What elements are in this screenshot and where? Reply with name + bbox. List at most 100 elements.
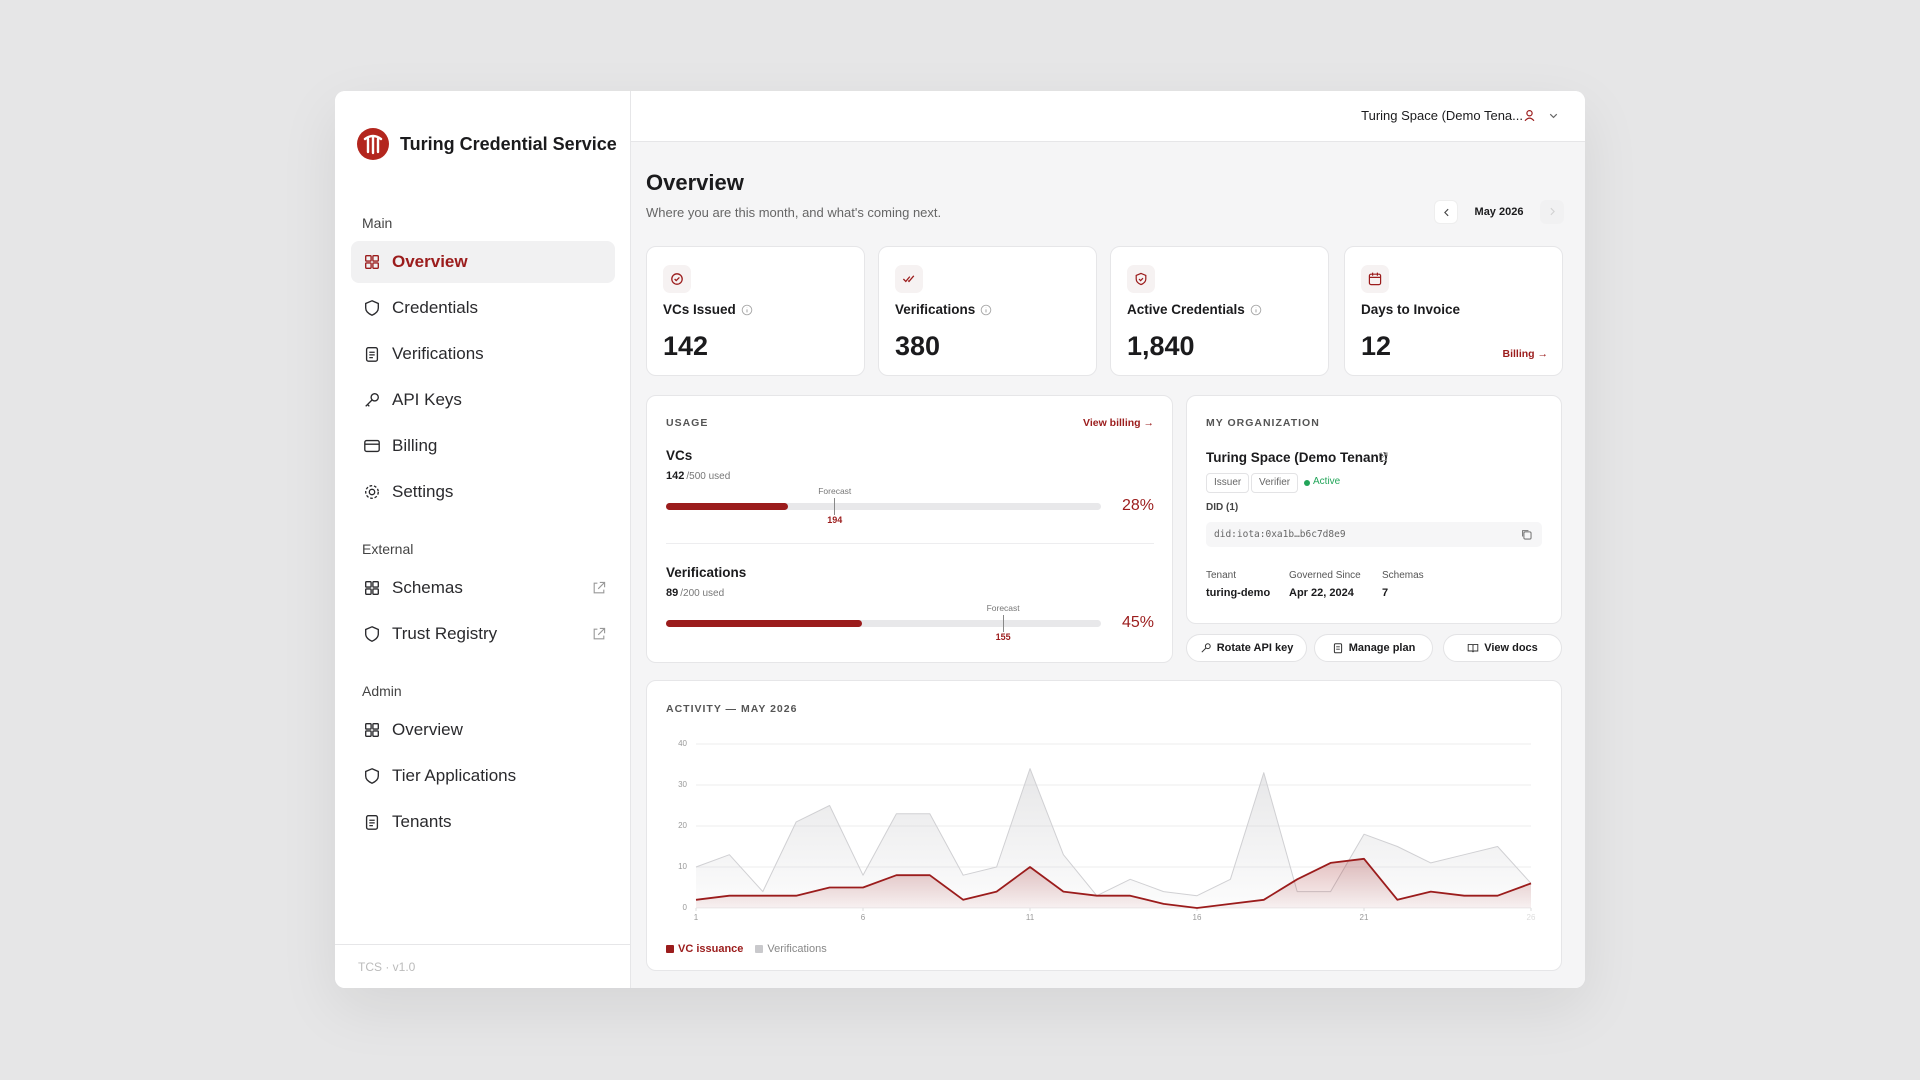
info-icon <box>981 304 992 316</box>
nav-item[interactable]: Tenants <box>351 801 615 843</box>
stat-link[interactable]: Billing → <box>1502 348 1549 360</box>
app-version: TCS · v1.0 <box>358 960 416 974</box>
usage-card: USAGE View billing → VCs 142/500 used Foreca… <box>646 395 1173 663</box>
action-label: Rotate API key <box>1216 642 1294 654</box>
external-link-icon <box>593 581 606 594</box>
action-label: Manage plan <box>1348 642 1416 654</box>
info-icon <box>1250 304 1262 316</box>
nav-label: Trust Registry <box>392 624 498 643</box>
nav-label: Schemas <box>392 578 463 597</box>
nav-item[interactable]: Settings <box>351 471 615 513</box>
nav-icon <box>364 439 380 453</box>
brand-logo <box>357 128 389 160</box>
chevron-right <box>1550 207 1555 216</box>
nav-label: Settings <box>392 482 454 501</box>
legend-label: Verifications <box>767 943 827 955</box>
organization-card: MY ORGANIZATION Turing Space (Demo Tenant… <box>1186 395 1562 624</box>
nav-icon <box>365 300 379 316</box>
stat-card: VCs Issued 142 <box>646 246 865 376</box>
org-field-value: Apr 22, 2024 <box>1289 587 1354 599</box>
nav-icon <box>365 626 379 642</box>
action-button[interactable]: View docs <box>1443 634 1562 662</box>
nav-item[interactable]: Tier Applications <box>351 755 615 797</box>
y-tick-label: 10 <box>678 862 687 871</box>
nav-item[interactable]: Overview <box>351 241 615 283</box>
chart-title: ACTIVITY — MAY 2026 <box>666 703 798 715</box>
org-title: MY ORGANIZATION <box>1206 417 1320 429</box>
x-tick-label: 6 <box>861 913 866 922</box>
y-tick-label: 20 <box>678 821 687 830</box>
org-field-label: Governed Since <box>1289 570 1361 581</box>
meter-track <box>666 503 1101 510</box>
legend-swatch <box>666 945 674 953</box>
nav-item[interactable]: Trust Registry <box>351 613 615 655</box>
action-button[interactable]: Manage plan <box>1314 634 1433 662</box>
y-tick-label: 30 <box>678 780 687 789</box>
org-name: Turing Space (Demo Tenant) <box>1206 450 1388 465</box>
user-icon <box>1524 110 1535 122</box>
legend-label: VC issuance <box>678 943 744 955</box>
nav-icon <box>365 815 379 830</box>
nav-item[interactable]: Verifications <box>351 333 615 375</box>
chevron-down <box>1549 113 1558 119</box>
month-prev[interactable] <box>1434 200 1458 224</box>
info-icon <box>741 304 753 316</box>
nav-item[interactable]: Billing <box>351 425 615 467</box>
x-tick-label: 1 <box>694 913 699 922</box>
meter-percent: 45% <box>1121 614 1154 631</box>
copy-button[interactable] <box>1520 528 1533 541</box>
forecast-label: Forecast <box>986 603 1020 613</box>
nav-icon <box>365 485 379 499</box>
nav-label: Credentials <box>392 298 478 317</box>
tenant-switcher[interactable]: Turing Space (Demo Tena... <box>1361 108 1523 123</box>
nav-item[interactable]: API Keys <box>351 379 615 421</box>
x-tick-label: 11 <box>1026 913 1035 922</box>
stat-glyph <box>1135 272 1147 286</box>
activity-card: ACTIVITY — MAY 2026 0 10 20 30 40 1 6 11 16 21 26 VC… <box>646 680 1562 971</box>
nav-label: API Keys <box>392 390 462 409</box>
did-label: DID (1) <box>1206 502 1239 513</box>
month-next[interactable] <box>1540 200 1564 224</box>
meter-fill <box>666 620 862 627</box>
forecast-value: 194 <box>827 515 843 525</box>
meter-track <box>666 620 1101 627</box>
nav-item[interactable]: Schemas <box>351 567 615 609</box>
meter-fill <box>666 503 788 510</box>
forecast-tick <box>1002 615 1004 632</box>
usage-title: USAGE <box>666 417 709 429</box>
meter-limit: /500 used <box>686 471 731 482</box>
stat-label: Days to Invoice <box>1361 302 1461 317</box>
stat-card: Verifications 380 <box>878 246 1097 376</box>
y-tick-label: 0 <box>683 903 688 912</box>
action-icon <box>1201 643 1211 653</box>
area-fill <box>696 858 1531 908</box>
did-value: did:iota:0xa1b…b6c7d8e9 <box>1214 529 1346 540</box>
status-dot <box>1304 480 1310 486</box>
meter-limit: /200 used <box>680 588 725 599</box>
nav-icon <box>365 393 379 407</box>
stat-card: Active Credentials 1,840 <box>1110 246 1329 376</box>
action-icon <box>1467 643 1479 653</box>
nav-label: Billing <box>392 436 438 455</box>
brand-name: Turing Credential Service <box>400 134 617 154</box>
usage-link[interactable]: View billing → <box>1083 417 1154 429</box>
external-link-icon <box>1378 452 1388 462</box>
org-tag: Issuer <box>1206 473 1250 493</box>
nav-label: Overview <box>392 720 463 739</box>
nav-item[interactable]: Overview <box>351 709 615 751</box>
nav-icon <box>365 581 379 595</box>
series-line <box>695 768 1532 897</box>
action-button[interactable]: Rotate API key <box>1186 634 1307 662</box>
x-tick-label: 26 <box>1527 913 1536 922</box>
external-link-icon <box>593 627 606 640</box>
nav-item[interactable]: Credentials <box>351 287 615 329</box>
legend-swatch <box>755 945 764 953</box>
stat-value: 12 <box>1361 331 1392 361</box>
meter-used-count: 142 <box>666 470 685 482</box>
stat-value: 1,840 <box>1127 331 1195 361</box>
app-window: Turing Credential Service Main Overview Cre… <box>335 91 1585 988</box>
series-line <box>695 857 1532 909</box>
nav-label: Tier Applications <box>392 766 517 785</box>
meter-used-count: 89 <box>666 587 679 599</box>
nav-icon <box>365 347 379 362</box>
